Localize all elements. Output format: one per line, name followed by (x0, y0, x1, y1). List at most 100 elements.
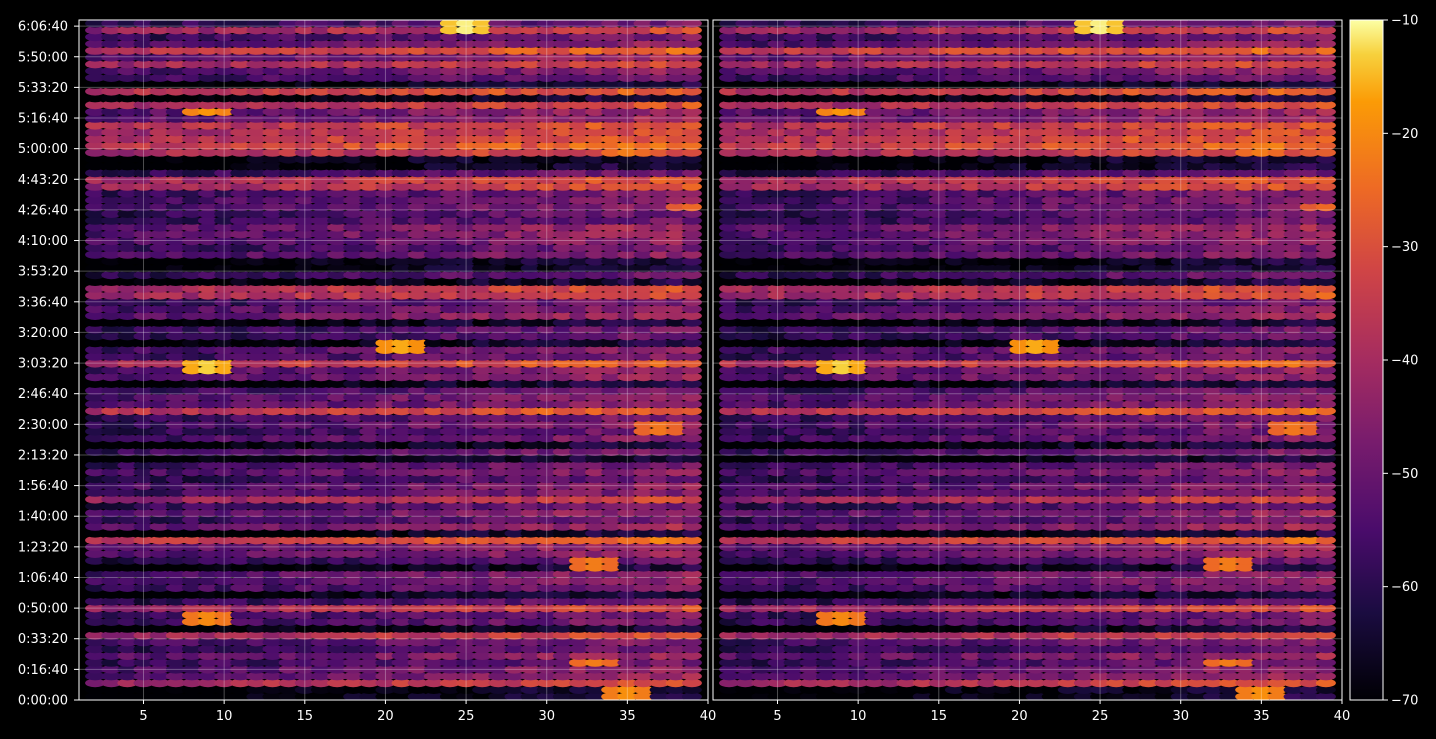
heatmap-cell (278, 134, 299, 144)
heatmap-cell (343, 644, 364, 654)
heatmap-cell (456, 236, 477, 246)
heatmap-cell (601, 468, 622, 477)
heatmap-cell (327, 515, 348, 524)
heatmap-cell (230, 638, 251, 647)
heatmap-cell (456, 536, 477, 545)
heatmap-cell (665, 379, 686, 388)
heatmap-cell (649, 597, 670, 606)
heatmap-cell (665, 651, 686, 660)
heatmap-cell (101, 366, 122, 375)
heatmap-cell (1219, 685, 1240, 694)
heatmap-cell (375, 26, 396, 35)
heatmap-cell (407, 32, 428, 42)
heatmap-cell (601, 692, 622, 700)
heatmap-cell (665, 189, 686, 198)
heatmap-cell (439, 481, 460, 490)
heatmap-cell (85, 298, 106, 307)
heatmap-cell (278, 73, 299, 83)
heatmap-cell (617, 590, 638, 599)
heatmap-cell (832, 638, 852, 647)
heatmap-cell (359, 522, 380, 531)
heatmap-cell (327, 359, 348, 368)
heatmap-cell (149, 692, 170, 700)
heatmap-cell (117, 332, 138, 341)
heatmap-cell (993, 665, 1014, 674)
heatmap-cell (246, 502, 267, 511)
heatmap-cell (601, 332, 622, 341)
heatmap-cell (343, 570, 364, 579)
heatmap-cell (117, 304, 138, 314)
heatmap-cell (504, 80, 525, 89)
heatmap-cell (585, 400, 606, 409)
heatmap-cell (423, 529, 444, 538)
heatmap-cell (504, 658, 525, 667)
heatmap-cell (85, 304, 106, 314)
heatmap-cell (375, 182, 396, 191)
heatmap-cell (504, 678, 525, 688)
heatmap-cell (230, 631, 251, 640)
heatmap-cell (375, 59, 396, 69)
heatmap-cell (488, 236, 509, 246)
heatmap-cell (649, 427, 670, 436)
heatmap-cell (262, 53, 283, 62)
heatmap-cell (133, 250, 154, 259)
heatmap-cell (327, 114, 348, 123)
heatmap-cell (552, 53, 573, 62)
heatmap-cell (343, 583, 364, 592)
heatmap-cell (569, 447, 589, 456)
x-tick-label: 35 (619, 709, 636, 724)
heatmap-cell (343, 610, 364, 620)
heatmap-cell (133, 338, 154, 348)
heatmap-cell (407, 658, 428, 667)
heatmap-cell (601, 236, 622, 246)
heatmap-cell (117, 338, 138, 348)
heatmap-cell (504, 379, 525, 388)
heatmap-cell (1090, 631, 1111, 640)
heatmap-cell (198, 128, 218, 137)
heatmap-cell (993, 617, 1014, 626)
heatmap-cell (472, 515, 493, 524)
heatmap-cell (214, 644, 235, 654)
heatmap-cell (359, 379, 380, 388)
heatmap-cell (230, 644, 251, 654)
heatmap-cell (1219, 665, 1240, 674)
heatmap-cell (649, 529, 670, 538)
heatmap-cell (864, 651, 885, 660)
heatmap-cell (472, 434, 493, 443)
heatmap-cell (375, 352, 396, 361)
heatmap-cell (520, 610, 541, 620)
heatmap-cell (359, 318, 380, 327)
heatmap-cell (198, 542, 218, 552)
heatmap-cell (1170, 631, 1191, 640)
heatmap-cell (375, 651, 396, 660)
heatmap-cell (896, 631, 917, 640)
heatmap-cell (327, 162, 348, 171)
heatmap-cell (101, 250, 122, 259)
heatmap-cell (133, 236, 154, 246)
heatmap-cell (649, 168, 670, 178)
heatmap-cell (214, 196, 235, 205)
heatmap-cell (569, 665, 589, 674)
heatmap-cell (633, 590, 654, 599)
heatmap-cell (198, 413, 218, 422)
heatmap-cell (149, 413, 170, 422)
heatmap-cell (391, 87, 412, 96)
heatmap-cell (456, 665, 477, 674)
heatmap-cell (359, 100, 380, 110)
heatmap-cell (101, 529, 122, 538)
heatmap-cell (767, 624, 788, 633)
heatmap-cell (423, 20, 444, 28)
heatmap-cell (149, 529, 170, 538)
heatmap-cell (165, 230, 186, 239)
heatmap-cell (617, 345, 638, 354)
heatmap-cell (456, 495, 477, 504)
heatmap-cell (633, 461, 654, 470)
heatmap-cell (310, 549, 331, 558)
heatmap-cell (230, 175, 251, 184)
heatmap-cell (262, 141, 283, 150)
heatmap-cell (359, 665, 380, 674)
heatmap-cell (181, 440, 202, 450)
heatmap-cell (832, 672, 852, 681)
heatmap-cell (262, 243, 283, 252)
heatmap-cell (230, 549, 251, 558)
